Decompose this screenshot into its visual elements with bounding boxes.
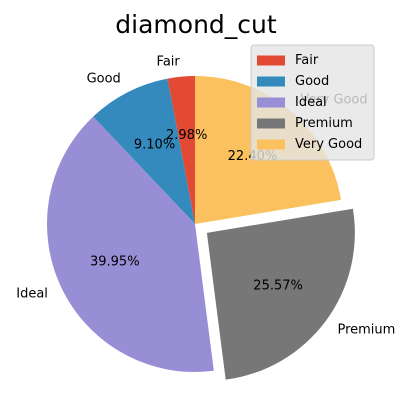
- legend-label-very-good: Very Good: [295, 137, 362, 152]
- slice-label-fair: Fair: [157, 54, 181, 69]
- legend-label-good: Good: [295, 74, 329, 89]
- legend-swatch-fair: [257, 56, 285, 66]
- legend-swatch-good: [257, 77, 285, 87]
- slice-premium: [207, 209, 355, 380]
- legend-swatch-ideal: [257, 98, 285, 108]
- legend-label-premium: Premium: [295, 116, 353, 131]
- slice-percent-good: 9.10%: [134, 137, 175, 152]
- slice-label-ideal: Ideal: [16, 286, 48, 301]
- chart-title: diamond_cut: [115, 10, 277, 39]
- slice-percent-ideal: 39.95%: [90, 255, 140, 270]
- slice-percent-premium: 25.57%: [253, 278, 303, 293]
- legend: Fair Good Ideal Premium Very Good: [251, 45, 374, 160]
- legend-swatch-premium: [257, 119, 285, 129]
- slice-label-good: Good: [87, 72, 121, 87]
- legend-label-ideal: Ideal: [295, 95, 327, 110]
- legend-label-fair: Fair: [295, 53, 319, 68]
- slice-label-premium: Premium: [337, 323, 395, 338]
- legend-swatch-very-good: [257, 140, 285, 150]
